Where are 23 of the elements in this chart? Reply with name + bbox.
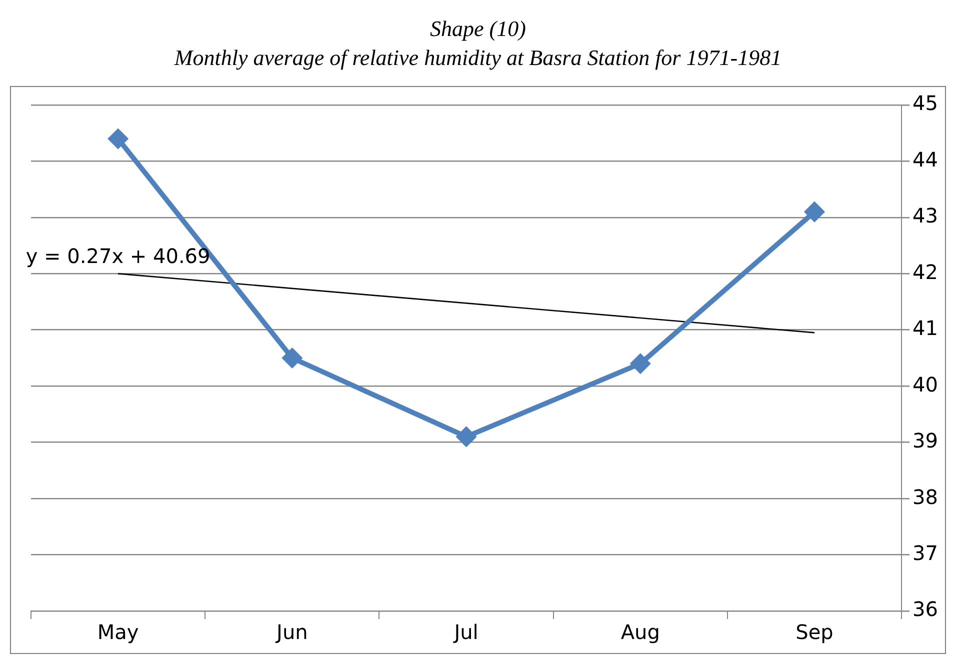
y-tick-label: 41 [912, 316, 938, 340]
point [456, 427, 476, 446]
x-tick-label: Jul [452, 620, 478, 644]
x-tick-label: Aug [620, 620, 660, 644]
x-tick-label: Jun [274, 620, 308, 644]
annotation: y = 0.27x + 40.69 [26, 244, 210, 268]
y-tick-label: 44 [912, 147, 938, 172]
point [108, 129, 128, 148]
y-tick-label: 39 [912, 428, 938, 453]
point [630, 354, 650, 374]
y-tick-label: 38 [912, 484, 938, 509]
point [282, 348, 302, 368]
x-tick-label: Sep [796, 620, 834, 644]
y-tick-label: 37 [912, 540, 938, 565]
y-tick-label: 42 [912, 260, 938, 284]
y-tick-label: 45 [912, 91, 938, 116]
chart-subtitle: Monthly average of relative humidity at Basra Station for 1971-1981 [173, 44, 783, 72]
chart-title: Shape (10) [429, 15, 527, 43]
y-tick-label: 40 [912, 372, 938, 396]
x-tick-label: May [97, 620, 139, 644]
point [804, 202, 824, 222]
y-tick-label: 36 [912, 597, 938, 622]
y-tick-label: 43 [912, 204, 938, 228]
